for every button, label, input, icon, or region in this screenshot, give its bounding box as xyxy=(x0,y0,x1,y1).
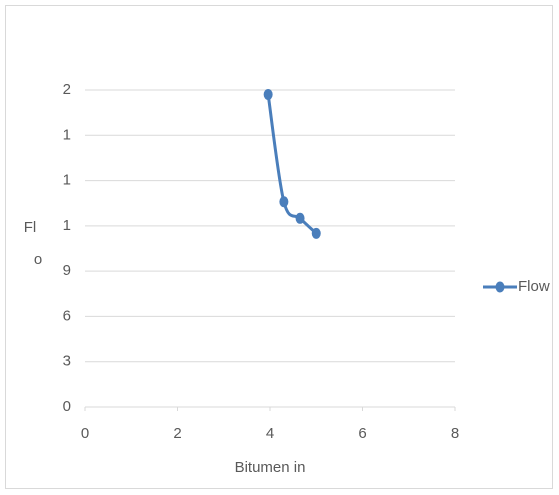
marker xyxy=(295,212,305,224)
chart-border xyxy=(5,5,553,489)
y-tick-label: 0 xyxy=(63,398,71,415)
y-tick-label: 1 xyxy=(63,172,71,189)
x-tick-label: 4 xyxy=(266,425,274,442)
y-tick-label: 1 xyxy=(63,217,71,234)
y-tick-label: 6 xyxy=(63,307,71,324)
x-tick-label: 8 xyxy=(451,425,459,442)
y-tick-label: 9 xyxy=(63,262,71,279)
x-tick-label: 0 xyxy=(81,425,89,442)
marker xyxy=(263,89,273,101)
marker xyxy=(279,196,289,208)
legend-marker xyxy=(495,281,505,293)
y-axis-title: o xyxy=(34,251,42,268)
y-tick-label: 2 xyxy=(63,81,71,98)
series-line xyxy=(266,94,318,235)
y-tick-label: 1 xyxy=(63,126,71,143)
x-axis-title: Bitumen in xyxy=(235,459,306,476)
x-tick-label: 6 xyxy=(358,425,366,442)
legend-label: Flow xyxy=(518,278,550,295)
x-tick-label: 2 xyxy=(173,425,181,442)
marker xyxy=(311,227,321,239)
y-axis-title: Fl xyxy=(24,219,37,236)
y-tick-label: 3 xyxy=(63,353,71,370)
